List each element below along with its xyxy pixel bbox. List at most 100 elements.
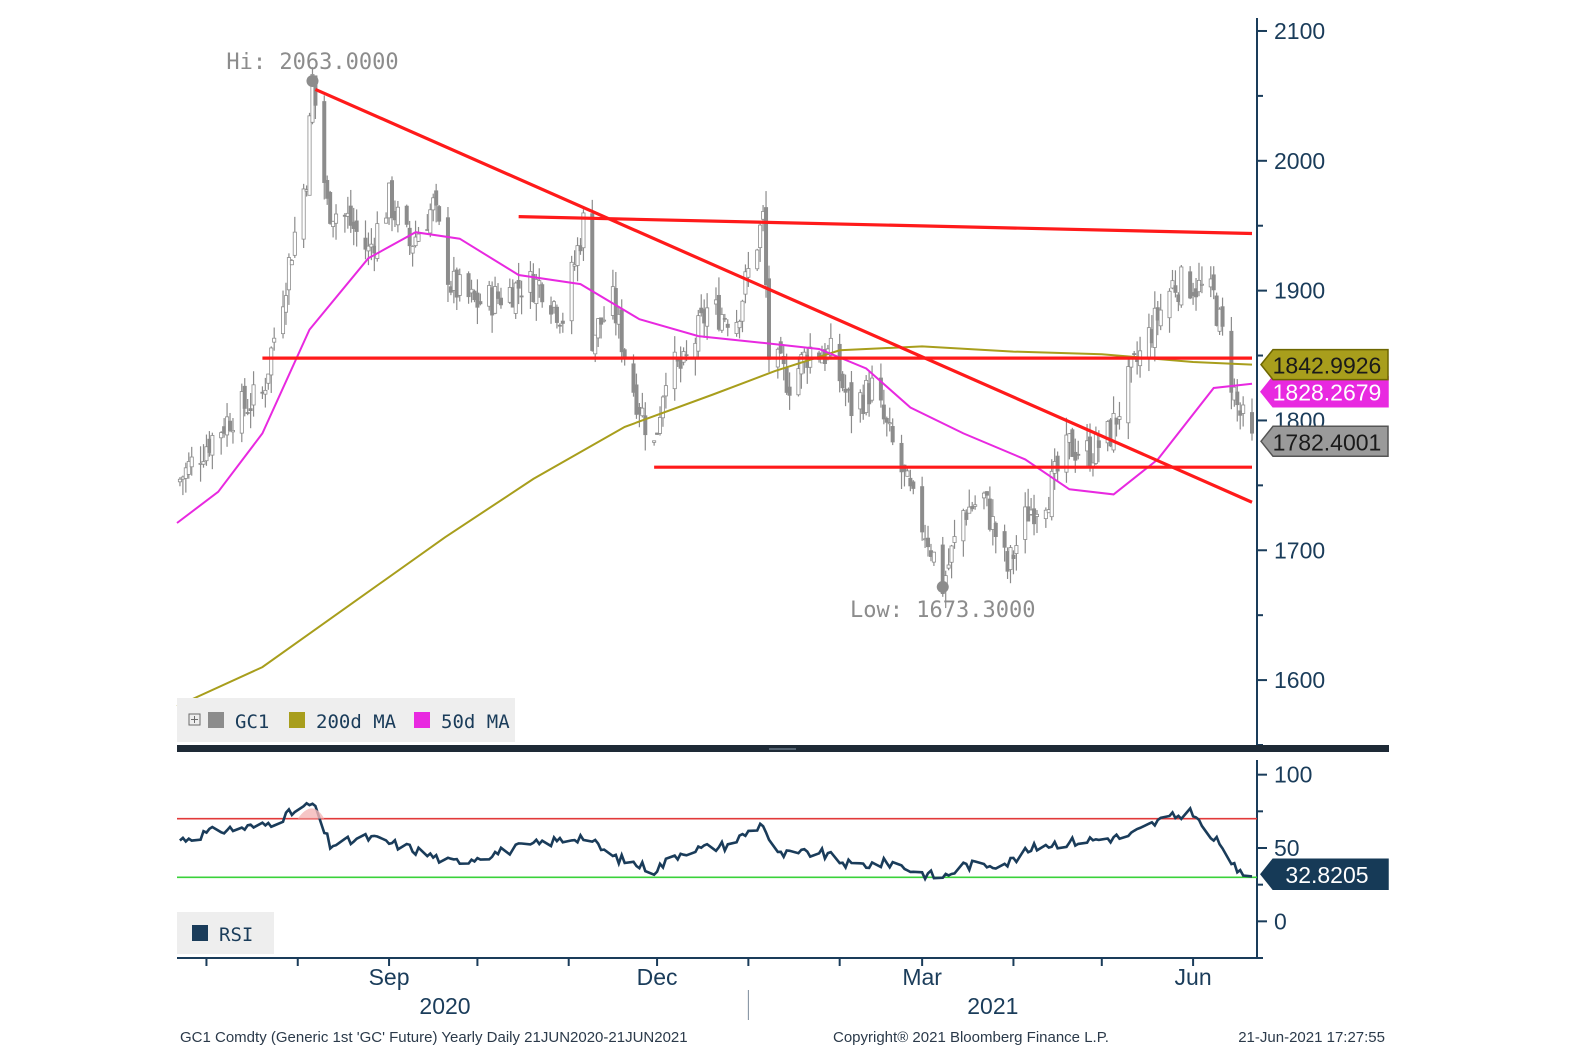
price-candle-body xyxy=(286,257,291,291)
price-candle-body xyxy=(186,461,191,475)
price-candle-body xyxy=(1194,288,1199,298)
price-candle-body xyxy=(796,368,801,396)
price-candle-body xyxy=(445,217,450,285)
ma200-last-value: 1842.9926 xyxy=(1273,353,1382,379)
price-candle-body xyxy=(926,537,931,548)
price-candle-body xyxy=(1179,266,1184,306)
price-candle-body xyxy=(534,278,539,305)
expand-icon xyxy=(188,713,201,726)
price-candle-body xyxy=(475,292,480,308)
price-candle-body xyxy=(557,324,562,327)
footer-timestamp: 21-Jun-2021 17:27:55 xyxy=(1238,1029,1385,1046)
price-candle-body xyxy=(781,356,786,365)
price-candle-body xyxy=(437,206,442,222)
price-candle-body xyxy=(778,341,783,354)
price-candle-body xyxy=(322,101,327,183)
price-candle-body xyxy=(331,220,336,227)
price-candle-body xyxy=(239,391,244,434)
price-candle-body xyxy=(719,314,724,331)
price-candle-body xyxy=(1158,309,1163,327)
price-candle-body xyxy=(1220,306,1225,327)
price-candle-body xyxy=(890,426,895,443)
price-candle-body xyxy=(540,284,545,303)
ma50-last-value-bg xyxy=(1260,375,1389,408)
x-month-label: Jun xyxy=(1175,964,1212,990)
price-candle-body xyxy=(325,179,330,199)
price-candle-body xyxy=(799,354,804,375)
price-candle-body xyxy=(843,388,848,393)
price-candle-body xyxy=(660,396,665,419)
low-marker xyxy=(936,580,949,593)
rsi-tick-label: 50 xyxy=(1274,835,1300,861)
price-candle-body xyxy=(496,291,501,299)
price-candle-body xyxy=(478,301,483,305)
ma50-last-value: 1828.2679 xyxy=(1273,380,1382,406)
x-month-label: Dec xyxy=(637,964,678,990)
price-candle-body xyxy=(1096,440,1101,448)
price-candle-body xyxy=(537,280,542,286)
ma200-line xyxy=(176,345,1253,708)
trendline xyxy=(314,87,1253,504)
price-candle-body xyxy=(596,318,601,339)
ma200-last-value-bg xyxy=(1260,348,1389,381)
high-marker xyxy=(306,75,319,88)
price-candle-body xyxy=(740,300,745,322)
price-candle-body xyxy=(245,412,250,414)
rsi-tick-label: 100 xyxy=(1274,762,1312,788)
price-candle-body xyxy=(272,337,277,343)
price-candle-body xyxy=(952,536,957,543)
price-candle-body xyxy=(905,470,910,477)
price-candle-body xyxy=(354,220,359,232)
price-last-value-bg xyxy=(1260,425,1389,458)
price-candle-body xyxy=(289,260,294,266)
price-candle-body xyxy=(1035,513,1040,517)
price-candle-body xyxy=(363,237,368,250)
price-candle-body xyxy=(949,545,954,563)
price-candle-body xyxy=(967,506,972,514)
price-candle-body xyxy=(634,384,639,415)
price-candle-body xyxy=(631,363,636,393)
price-candle-body xyxy=(622,349,627,358)
price-candle-body xyxy=(292,231,297,256)
price-candle-body xyxy=(1235,391,1240,406)
price-candle-body xyxy=(1188,271,1193,299)
price-candle-body xyxy=(1111,413,1116,451)
price-candle-body xyxy=(1241,404,1246,414)
price-candle-body xyxy=(549,305,554,315)
price-candle-body xyxy=(177,478,182,483)
price-candle-body xyxy=(1093,432,1098,464)
price-candle-body xyxy=(281,306,286,335)
price-candle-body xyxy=(684,354,689,357)
price-candle-body xyxy=(1014,545,1019,554)
price-candle-body xyxy=(366,245,371,252)
price-candle-body xyxy=(837,343,842,382)
price-candle-body xyxy=(416,233,421,242)
price-tick-label: 2100 xyxy=(1274,18,1325,44)
price-candle-body xyxy=(1173,285,1178,293)
price-candle-body xyxy=(269,347,274,376)
price-candle-body xyxy=(758,224,763,249)
price-candle-body xyxy=(263,389,268,395)
price-candle-body xyxy=(375,223,380,259)
price-candle-body xyxy=(755,249,760,270)
price-candle-body xyxy=(1070,429,1075,457)
price-candle-body xyxy=(1114,417,1119,425)
price-candle-body xyxy=(389,180,394,219)
price-candle-body xyxy=(1250,412,1255,434)
price-candle-body xyxy=(204,446,209,462)
price-candle-body xyxy=(551,301,556,308)
price-candle-body xyxy=(201,461,206,465)
price-candle-body xyxy=(984,491,989,496)
ma50-line xyxy=(176,231,1253,524)
price-candle-body xyxy=(1043,509,1048,520)
price-candle-body xyxy=(787,386,792,396)
price-candle-body xyxy=(242,385,247,409)
rsi-panel: 100 50 0 32.8205 RSI xyxy=(177,760,1389,959)
price-candle-body xyxy=(696,315,701,352)
price-candle-body xyxy=(716,294,721,330)
price-tick-label: 1600 xyxy=(1274,667,1325,693)
price-candle-body xyxy=(961,510,966,542)
legend-swatch xyxy=(414,712,430,728)
